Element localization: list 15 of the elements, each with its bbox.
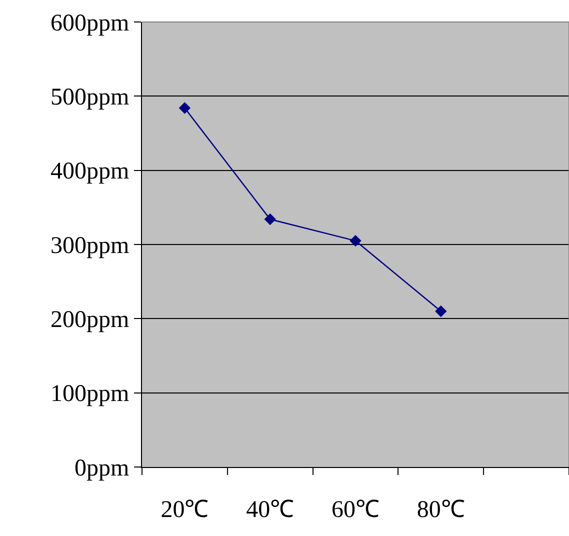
y-tick-label: 600ppm [50, 10, 130, 36]
point [178, 102, 191, 114]
x-tick-label: 80℃ [416, 496, 465, 523]
y-tick-label: 0ppm [74, 455, 130, 482]
y-tick-label: 500ppm [50, 84, 130, 111]
y-tick-label: 400ppm [50, 158, 130, 185]
x-tick-label: 20℃ [160, 496, 209, 523]
x-tick-label: 40℃ [246, 496, 294, 523]
point [264, 213, 276, 226]
y-tick-label: 300ppm [50, 232, 130, 259]
point [435, 305, 447, 318]
y-tick-label: 200ppm [50, 307, 130, 334]
point [350, 234, 362, 247]
y-tick-label: 100ppm [50, 381, 130, 408]
x-tick-label: 60℃ [332, 496, 380, 523]
